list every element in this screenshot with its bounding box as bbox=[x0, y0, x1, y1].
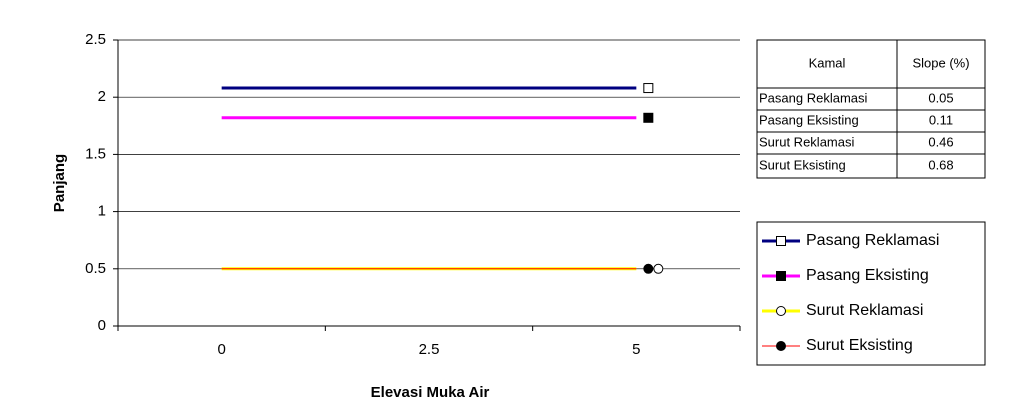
table-cell: 0.68 bbox=[928, 157, 953, 172]
marker bbox=[643, 112, 654, 123]
legend-marker bbox=[776, 236, 786, 246]
y-tick-label: 0 bbox=[98, 317, 106, 334]
x-axis-title: Elevasi Muka Air bbox=[371, 384, 490, 401]
y-tick-label: 2 bbox=[98, 88, 106, 105]
x-tick-label: 2.5 bbox=[419, 341, 440, 358]
legend-label: Surut Eksisting bbox=[806, 337, 913, 354]
x-tick-label: 0 bbox=[217, 341, 225, 358]
legend-marker bbox=[776, 271, 786, 281]
table-cell: 0.11 bbox=[929, 112, 953, 127]
table-header: Slope (%) bbox=[912, 55, 969, 70]
legend-marker bbox=[776, 341, 786, 351]
x-tick-label: 5 bbox=[632, 341, 640, 358]
marker bbox=[643, 83, 654, 94]
table-cell: Pasang Reklamasi bbox=[759, 90, 867, 105]
legend-label: Surut Reklamasi bbox=[806, 302, 923, 319]
table-cell: Surut Reklamasi bbox=[759, 134, 854, 149]
marker bbox=[653, 263, 664, 274]
table-cell: Surut Eksisting bbox=[759, 157, 846, 172]
table-cell: Pasang Eksisting bbox=[759, 112, 859, 127]
table-cell: 0.46 bbox=[928, 134, 953, 149]
table-header: Kamal bbox=[809, 55, 846, 70]
y-axis-title: Panjang bbox=[51, 154, 68, 212]
y-tick-label: 1.5 bbox=[85, 145, 106, 162]
legend-marker bbox=[776, 306, 786, 316]
y-tick-label: 1 bbox=[98, 203, 106, 220]
legend-label: Pasang Reklamasi bbox=[806, 232, 939, 249]
legend-frame bbox=[756, 221, 986, 366]
y-tick-label: 2.5 bbox=[85, 31, 106, 48]
table-cell: 0.05 bbox=[928, 90, 953, 105]
y-tick-label: 0.5 bbox=[85, 260, 106, 277]
legend-label: Pasang Eksisting bbox=[806, 267, 929, 284]
marker bbox=[643, 263, 654, 274]
table-frame bbox=[756, 39, 986, 179]
